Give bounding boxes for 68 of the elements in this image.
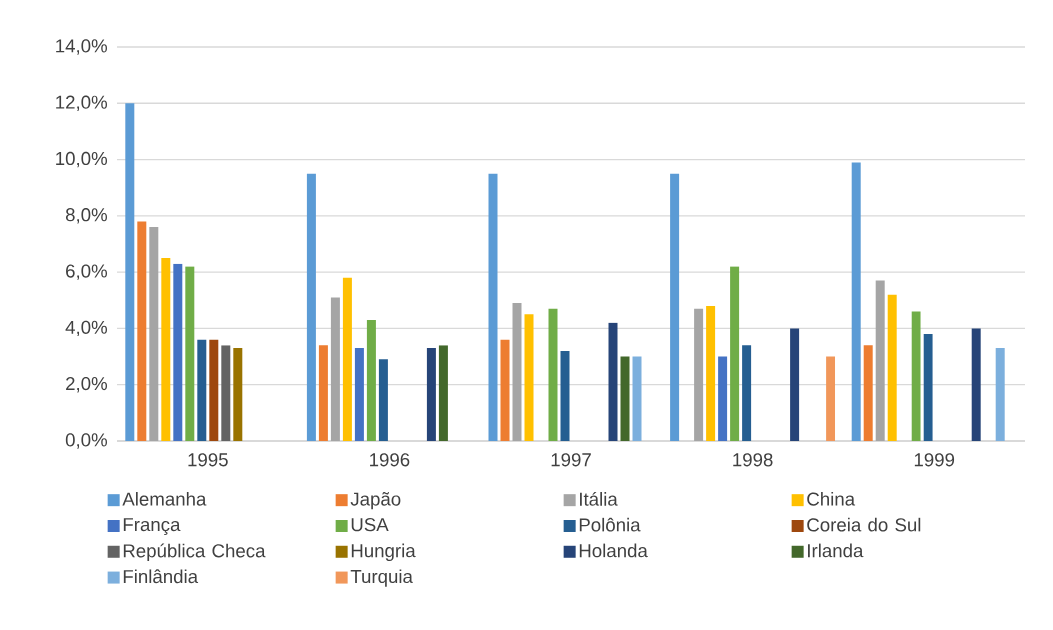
bar — [512, 303, 522, 441]
bar — [730, 266, 740, 441]
bar — [438, 345, 448, 441]
bar — [185, 266, 195, 441]
bar — [137, 221, 147, 441]
bar — [173, 263, 183, 441]
bar — [887, 294, 897, 441]
legend-label: Turquia — [350, 569, 413, 587]
bar — [863, 345, 873, 441]
legend-label: França — [123, 518, 181, 535]
bar — [995, 348, 1005, 441]
bar — [426, 348, 436, 441]
y-tick-label: 2,0% — [66, 376, 108, 393]
legend-label: Polônia — [579, 517, 641, 532]
bar — [718, 356, 728, 441]
bar — [197, 339, 207, 441]
bar — [125, 103, 135, 441]
bar — [354, 348, 364, 441]
legend-label: Finlândia — [123, 569, 199, 584]
bar — [670, 173, 680, 441]
bar — [694, 308, 704, 441]
bar — [875, 280, 885, 441]
bar — [620, 356, 630, 441]
bar — [706, 305, 716, 441]
bar — [149, 227, 159, 441]
y-tick-label: 14,0% — [56, 39, 107, 55]
x-tick-label: 1995 — [188, 453, 228, 467]
x-tick-label: 1999 — [914, 453, 955, 467]
bar — [488, 173, 498, 441]
y-tick-label: 6,0% — [66, 264, 108, 280]
x-tick-label: 1996 — [370, 453, 410, 467]
bar — [632, 356, 642, 441]
legend-label: Coreia do Sul — [807, 517, 921, 532]
bar — [366, 319, 376, 441]
bar — [790, 328, 800, 441]
y-tick-label: 12,0% — [56, 95, 107, 111]
y-tick-label: 10,0% — [56, 151, 107, 168]
x-tick-label: 1998 — [733, 453, 773, 467]
bar — [306, 173, 316, 441]
legend-label: República Checa — [123, 543, 266, 562]
bar — [342, 277, 352, 441]
legend-label: USA — [351, 518, 389, 532]
legend-label: Alemanha — [122, 492, 207, 506]
bar — [161, 258, 171, 441]
bar — [524, 314, 534, 441]
bar — [826, 356, 836, 441]
bar — [318, 345, 328, 441]
bar — [233, 348, 243, 441]
legend-label: Holanda — [579, 543, 648, 558]
bar — [378, 359, 388, 441]
legend-label: Itália — [580, 491, 618, 506]
bar — [548, 308, 558, 441]
legend-label: Irlanda — [808, 543, 864, 558]
legend-label: Japão — [350, 492, 401, 510]
bar — [851, 162, 861, 441]
legend-label: Hungria — [351, 543, 416, 561]
bar — [560, 350, 570, 441]
y-tick-label: 4,0% — [65, 320, 108, 337]
bar — [221, 345, 231, 441]
bar — [330, 297, 340, 441]
bar — [209, 339, 219, 441]
y-tick-label: 0,0% — [65, 433, 108, 449]
legend-label: China — [807, 492, 856, 506]
x-tick-label: 1997 — [551, 453, 591, 467]
bar — [742, 345, 752, 441]
bar — [608, 322, 618, 441]
bar — [500, 339, 510, 441]
y-tick-label: 8,0% — [65, 208, 108, 224]
